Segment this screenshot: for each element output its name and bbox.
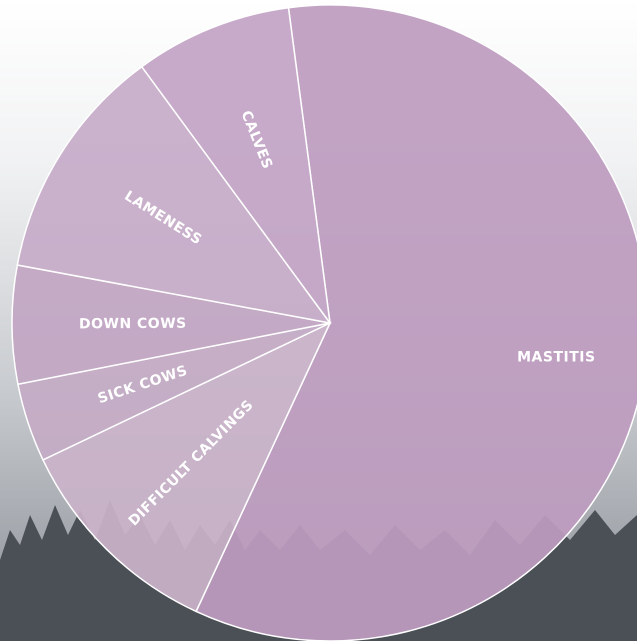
slice-label: DOWN COWS bbox=[79, 316, 187, 333]
pie-slice bbox=[195, 4, 637, 641]
pie-slice bbox=[11, 264, 331, 386]
pie-slice bbox=[16, 65, 332, 325]
pie-slice bbox=[140, 6, 331, 324]
pie-slice bbox=[41, 321, 332, 613]
slice-label: MASTITIS bbox=[517, 350, 595, 366]
